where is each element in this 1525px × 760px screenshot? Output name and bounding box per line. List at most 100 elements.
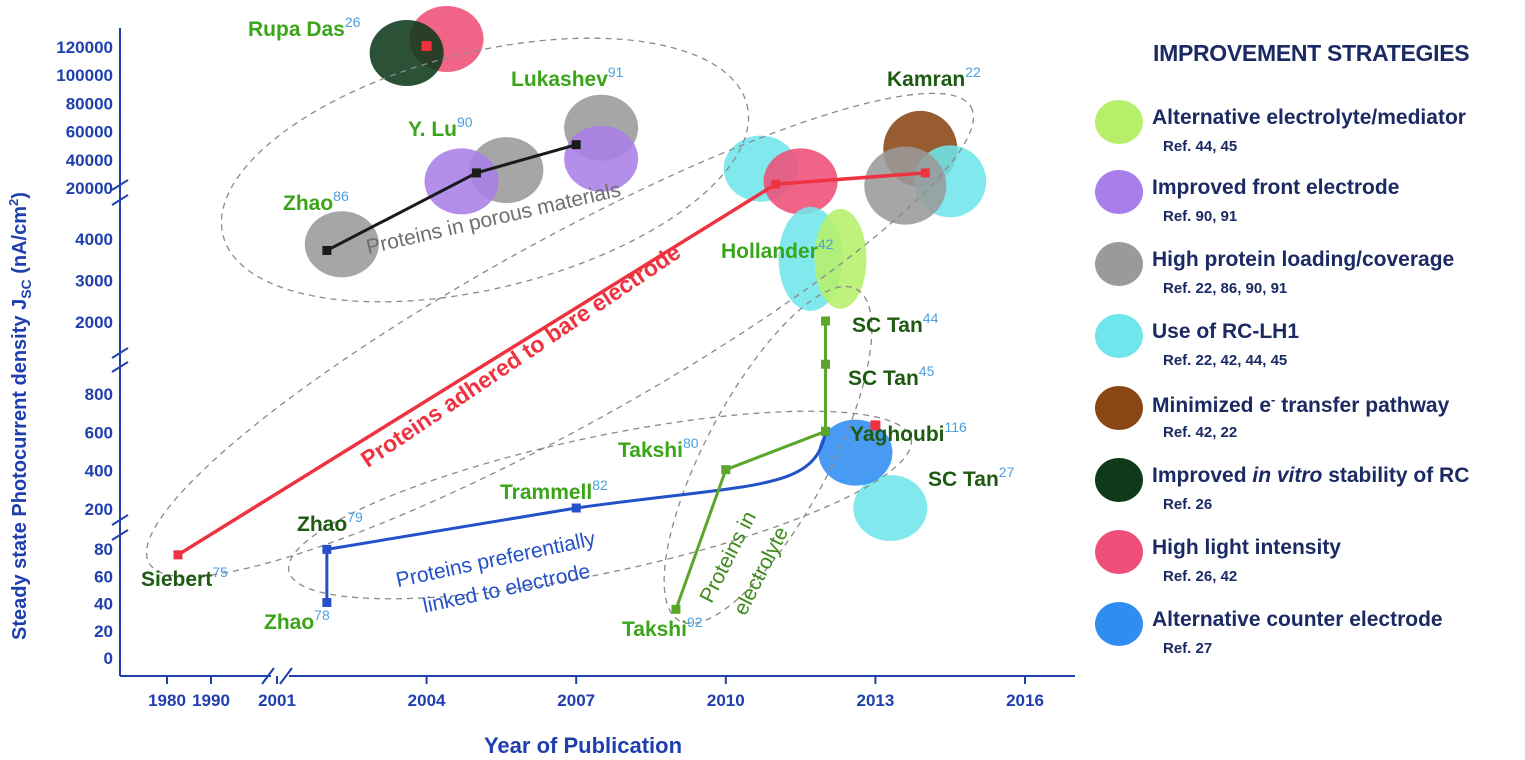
strategy-circle <box>864 147 946 225</box>
author-label: SC Tan44 <box>852 310 939 337</box>
x-tick-label: 2007 <box>557 691 595 710</box>
legend-ref: Ref. 27 <box>1163 640 1212 657</box>
data-point <box>572 140 581 149</box>
legend-label-part: stability of RC <box>1322 464 1469 487</box>
author-label: Rupa Das26 <box>248 14 361 41</box>
legend-swatch <box>1095 314 1143 358</box>
author-label: Zhao79 <box>297 509 363 536</box>
y-axis-title-main: Steady state Photocurrent density J <box>9 299 31 640</box>
legend-label: Minimized e- transfer pathway <box>1152 392 1449 418</box>
legend-ref: Ref. 22, 42, 44, 45 <box>1163 352 1287 369</box>
group-label-bare-electrode: Proteins adhered to bare electrode <box>356 238 685 472</box>
legend-item: Alternative counter electrode Ref. 27 <box>1085 600 1520 674</box>
axis-breaks <box>112 180 292 684</box>
author-label: Trammell82 <box>500 477 608 504</box>
legend-item: Minimized e- transfer pathway Ref. 42, 2… <box>1085 384 1520 458</box>
legend-ref: Ref. 44, 45 <box>1163 138 1237 155</box>
y-tick-label: 120000 <box>56 38 113 57</box>
y-tick-label: 0 <box>104 649 113 668</box>
x-tick-label: 2016 <box>1006 691 1044 710</box>
y-ticks: 0204060802004006008002000300040002000040… <box>56 38 113 668</box>
data-point <box>921 168 930 177</box>
legend-swatch <box>1095 530 1143 574</box>
legend-label-italic: in vitro <box>1252 464 1322 487</box>
legend-ref: Ref. 26 <box>1163 496 1212 513</box>
legend-item: High protein loading/coverage Ref. 22, 8… <box>1085 240 1520 314</box>
legend-item: Alternative electrolyte/mediator Ref. 44… <box>1085 98 1520 172</box>
y-tick-label: 60 <box>94 567 113 586</box>
y-tick-label: 2000 <box>75 313 113 332</box>
x-tick-label: 2004 <box>408 691 446 710</box>
author-label: Lukashev91 <box>511 64 624 91</box>
y-tick-label: 40000 <box>66 151 113 170</box>
legend-swatch <box>1095 100 1143 144</box>
legend-label-part: transfer pathway <box>1275 394 1449 417</box>
strategy-circle <box>814 209 866 309</box>
y-tick-label: 200 <box>85 500 113 519</box>
author-label: Siebert75 <box>141 564 228 591</box>
legend-swatch <box>1095 170 1143 214</box>
data-point <box>771 180 780 189</box>
data-point <box>821 427 830 436</box>
data-point <box>671 605 680 614</box>
legend-label-part: Minimized e <box>1152 394 1271 417</box>
legend-ref: Ref. 26, 42 <box>1163 568 1237 585</box>
legend-ref: Ref. 90, 91 <box>1163 208 1237 225</box>
y-axis-title: Steady state Photocurrent density JSC (n… <box>6 192 34 640</box>
legend-label: Alternative electrolyte/mediator <box>1152 106 1466 130</box>
x-tick-label: 1990 <box>192 691 230 710</box>
y-tick-label: 600 <box>85 423 113 442</box>
legend: IMPROVEMENT STRATEGIES Alternative elect… <box>1085 30 1520 730</box>
legend-swatch <box>1095 242 1143 286</box>
y-tick-label: 4000 <box>75 230 113 249</box>
author-label: SC Tan27 <box>928 464 1015 491</box>
y-axis-title-unit: (nA/cm <box>9 206 31 279</box>
author-label: Zhao86 <box>283 188 349 215</box>
author-label: Hollander42 <box>721 236 834 263</box>
legend-item: High light intensity Ref. 26, 42 <box>1085 528 1520 602</box>
legend-label: Improved front electrode <box>1152 176 1399 200</box>
x-tick-label: 2010 <box>707 691 745 710</box>
author-label: Y. Lu90 <box>408 114 473 141</box>
x-tick-label: 2013 <box>856 691 894 710</box>
y-tick-label: 400 <box>85 462 113 481</box>
y-tick-label: 100000 <box>56 66 113 85</box>
y-tick-label: 60000 <box>66 123 113 142</box>
y-tick-label: 3000 <box>75 272 113 291</box>
author-label: Yaghoubi116 <box>850 419 967 446</box>
author-label: SC Tan45 <box>848 363 935 390</box>
legend-label: Improved in vitro stability of RC <box>1152 464 1469 488</box>
legend-label: Alternative counter electrode <box>1152 608 1443 632</box>
data-point <box>472 168 481 177</box>
data-point <box>821 360 830 369</box>
legend-swatch <box>1095 386 1143 430</box>
y-axis-title-sub: SC <box>18 279 34 298</box>
legend-ref: Ref. 42, 22 <box>1163 424 1237 441</box>
legend-swatch <box>1095 602 1143 646</box>
author-label: Takshi80 <box>618 435 699 462</box>
y-tick-label: 20000 <box>66 179 113 198</box>
author-label: Zhao78 <box>264 607 330 634</box>
data-point <box>572 504 581 513</box>
author-label: Takshi92 <box>622 614 703 641</box>
data-point <box>174 550 183 559</box>
data-point <box>821 317 830 326</box>
legend-swatch <box>1095 458 1143 502</box>
legend-item: Use of RC-LH1 Ref. 22, 42, 44, 45 <box>1085 312 1520 386</box>
data-point <box>322 545 331 554</box>
x-axis-title: Year of Publication <box>484 733 682 758</box>
data-point <box>322 246 331 255</box>
data-point <box>721 465 730 474</box>
y-axis-title-close: ) <box>9 192 31 199</box>
x-tick-label: 1980 <box>148 691 186 710</box>
legend-label: High light intensity <box>1152 536 1341 560</box>
legend-label-part: Improved <box>1152 464 1252 487</box>
y-tick-label: 20 <box>94 622 113 641</box>
legend-label: Use of RC-LH1 <box>1152 320 1299 344</box>
legend-item: Improved front electrode Ref. 90, 91 <box>1085 168 1520 242</box>
legend-ref: Ref. 22, 86, 90, 91 <box>1163 280 1287 297</box>
legend-title: IMPROVEMENT STRATEGIES <box>1153 40 1469 67</box>
x-tick-label: 2001 <box>258 691 296 710</box>
y-tick-label: 80000 <box>66 94 113 113</box>
y-tick-label: 80 <box>94 540 113 559</box>
